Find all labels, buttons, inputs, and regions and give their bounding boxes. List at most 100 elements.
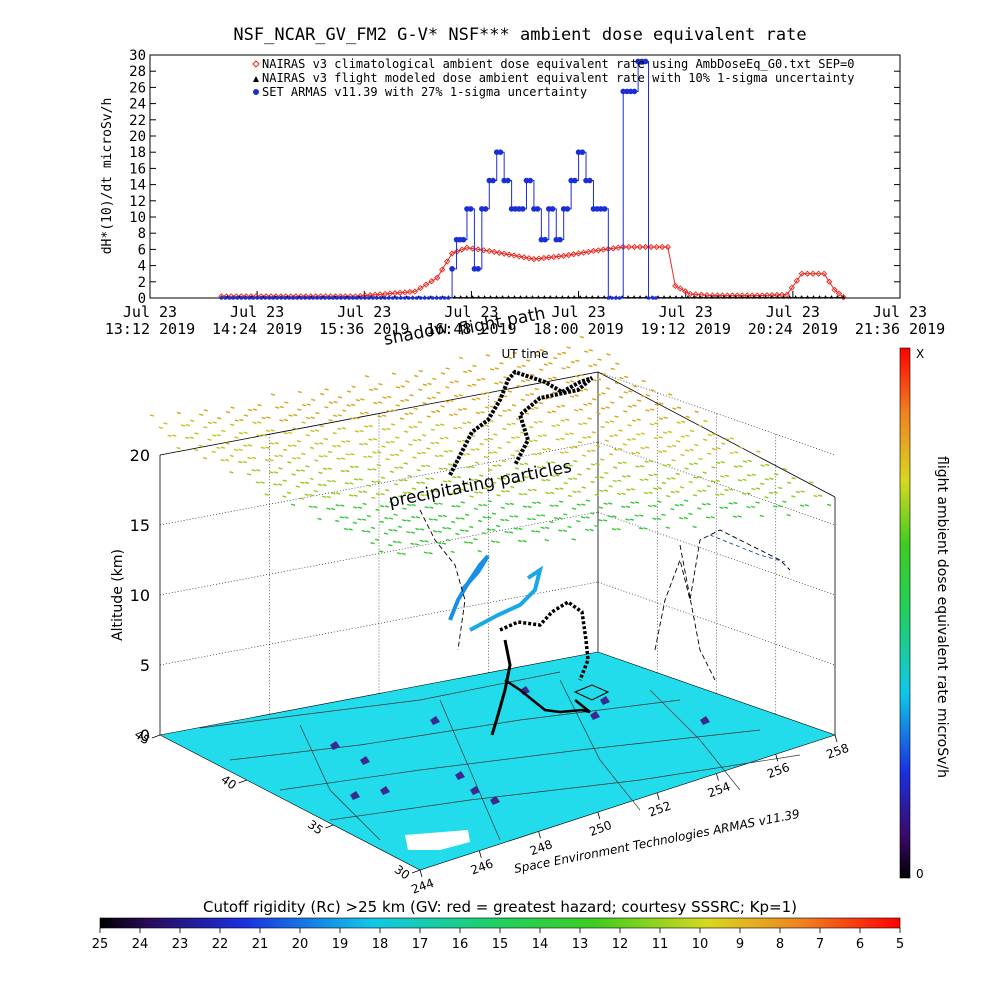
- flight-path-descent: [490, 639, 512, 736]
- dose-marker: [563, 464, 569, 468]
- dose-marker: [705, 516, 711, 519]
- dose-marker: [238, 431, 244, 435]
- data-point: [775, 295, 780, 299]
- dose-marker: [592, 398, 597, 401]
- dose-marker: [332, 431, 337, 435]
- map-boundary: [439, 699, 501, 841]
- data-point: [449, 266, 455, 272]
- dose-marker: [738, 446, 743, 449]
- lon-tick-label: 246: [469, 856, 495, 877]
- dose-marker: [413, 374, 419, 378]
- data-point: [527, 177, 534, 184]
- dose-marker: [711, 447, 717, 451]
- dose-marker: [455, 532, 460, 536]
- dose-marker: [755, 487, 761, 490]
- dose-marker: [671, 459, 676, 462]
- dose-marker: [484, 406, 490, 409]
- dose-marker: [558, 529, 563, 532]
- dose-marker: [551, 410, 557, 413]
- dose-marker: [359, 429, 364, 433]
- dose-marker: [720, 442, 726, 445]
- colorbar-tick-label: 20: [292, 937, 309, 952]
- dose-marker: [511, 422, 516, 425]
- dose-marker: [371, 496, 376, 500]
- dose-marker: [412, 439, 418, 442]
- dose-marker: [287, 444, 292, 447]
- dose-marker: [773, 505, 778, 508]
- dose-marker: [221, 429, 226, 433]
- dose-marker: [561, 367, 566, 370]
- dose-marker: [751, 487, 756, 491]
- right-colorbar: X 0 flight ambient dose equivalent rate …: [899, 347, 950, 881]
- x-tick-time: 15:36 2019: [319, 320, 409, 338]
- dose-marker: [426, 415, 431, 418]
- dose-marker: [644, 460, 649, 463]
- x-tick-date: Jul 23: [551, 303, 605, 321]
- dose-marker: [613, 448, 618, 451]
- dose-marker: [671, 477, 676, 480]
- dose-marker: [514, 467, 520, 470]
- data-point: [524, 295, 529, 299]
- dose-marker: [658, 436, 663, 439]
- dose-marker: [701, 503, 707, 506]
- dose-marker: [689, 462, 694, 466]
- dose-marker: [416, 469, 421, 472]
- dose-marker: [555, 474, 560, 477]
- dose-marker: [725, 437, 730, 441]
- dose-marker: [488, 437, 494, 441]
- dose-marker: [442, 526, 447, 530]
- dose-marker: [681, 420, 686, 424]
- dose-marker: [569, 395, 575, 398]
- dose-marker: [390, 423, 396, 426]
- dose-marker: [778, 486, 783, 490]
- dose-marker: [435, 424, 440, 427]
- dose-marker: [554, 504, 559, 507]
- dose-marker: [243, 431, 248, 435]
- dose-marker: [759, 514, 764, 518]
- dose-marker: [435, 410, 441, 413]
- data-point: [359, 296, 363, 300]
- dose-marker: [434, 490, 439, 493]
- dose-marker: [366, 514, 371, 518]
- dose-marker: [503, 376, 508, 379]
- y-tick-label: 26: [129, 80, 146, 96]
- dose-marker: [203, 426, 208, 429]
- dose-marker: [324, 388, 329, 391]
- data-point: [422, 281, 430, 288]
- data-point: [355, 296, 359, 300]
- dose-marker: [592, 379, 597, 382]
- dose-marker: [243, 414, 249, 417]
- dose-marker: [667, 430, 672, 434]
- dose-marker: [438, 467, 444, 470]
- y-tick-label: 16: [129, 161, 146, 177]
- dose-marker: [442, 480, 448, 483]
- dose-marker: [279, 419, 284, 422]
- dose-marker: [707, 452, 712, 455]
- dose-marker: [306, 416, 311, 420]
- dose-marker: [661, 481, 667, 485]
- dose-marker: [304, 481, 310, 485]
- data-point: [590, 295, 595, 299]
- dose-marker: [305, 465, 310, 468]
- dose-marker: [301, 452, 306, 456]
- dose-marker: [724, 488, 729, 492]
- data-point: [586, 177, 593, 184]
- data-point: [417, 284, 424, 292]
- data-point: [311, 296, 315, 300]
- dose-marker: [597, 358, 602, 361]
- dose-marker: [207, 438, 212, 441]
- dose-marker: [521, 364, 526, 368]
- dose-marker: [579, 335, 585, 339]
- dose-marker: [415, 527, 420, 531]
- legend-marker-nairas-clim: [252, 60, 260, 68]
- dose-marker: [539, 349, 544, 352]
- dose-marker: [433, 502, 439, 505]
- dose-marker: [663, 431, 668, 434]
- dose-marker: [388, 543, 393, 547]
- dose-marker: [782, 467, 788, 471]
- dose-marker: [589, 528, 594, 532]
- data-point: [654, 296, 658, 300]
- lat-tick-label: 35: [305, 817, 326, 837]
- right-colorbar-min: 0: [916, 867, 924, 881]
